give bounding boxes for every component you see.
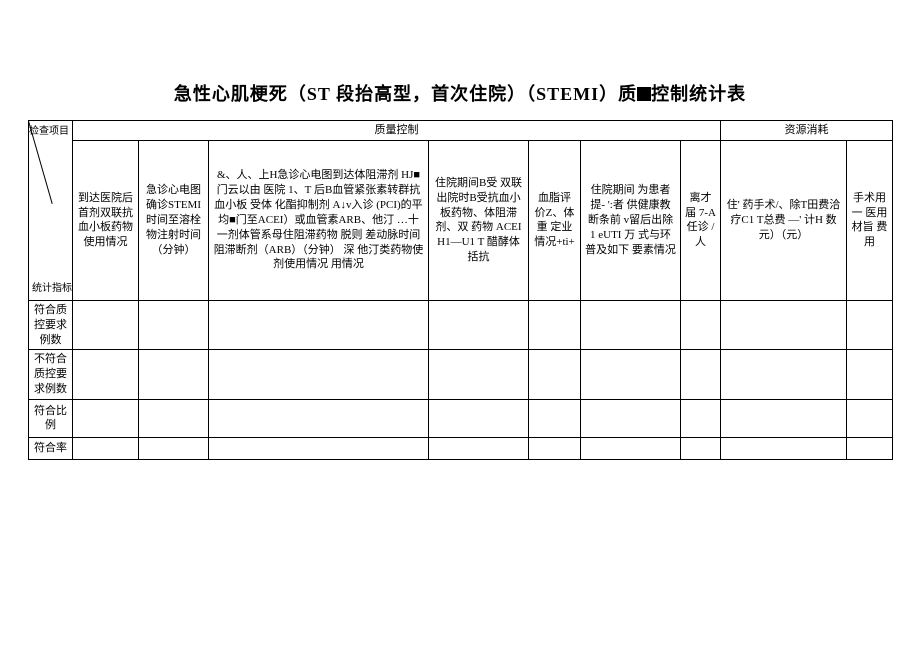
cell [721,399,847,437]
cell [529,300,581,350]
diagonal-header: 检查项目 统计指标 [29,121,73,301]
row-conform-rate: 符合率 [29,437,893,459]
cell [581,300,681,350]
col-header-1: 到达医院后首剂双联抗血小板药物使用情况 [73,140,139,300]
col-header-7: 离才届 7-A 任诊 /人 [681,140,721,300]
cell [139,350,209,400]
page-root: 急性心肌梗死（ST 段抬高型，首次住院）（STEMI）质控制统计表 检查项目 统… [0,0,920,480]
cell [209,437,429,459]
cell [529,437,581,459]
cell [139,300,209,350]
col-header-4: 住院期间B受 双联出院时B受抗血小板药物、体阻滞剂、双 药物 ACEI H1—U… [429,140,529,300]
cell [847,437,893,459]
row-label-2: 不符合质控要求例数 [29,350,73,400]
row-conform-ratio: 符合比例 [29,399,893,437]
cell [681,300,721,350]
cell [209,399,429,437]
cell [73,350,139,400]
cell [209,350,429,400]
cell [681,399,721,437]
cell [73,437,139,459]
cell [73,399,139,437]
col-header-6: 住院期间 为患者提- ':者 供健康教断条前 v留后出除 1 eUTI 万 式与… [581,140,681,300]
cell [847,350,893,400]
row-label-1: 符合质控要求例数 [29,300,73,350]
group-quality-control: 质量控制 [73,121,721,141]
document-title: 急性心肌梗死（ST 段抬高型，首次住院）（STEMI）质控制统计表 [28,80,892,106]
cell [429,350,529,400]
cell [847,300,893,350]
cell [681,437,721,459]
cell [681,350,721,400]
col-header-9: 手术用一 医用材旨 费用 [847,140,893,300]
col-header-8: 住' 药手术/、除T田费洽疗C1 T总费 —' 计H 数 元）（元） [721,140,847,300]
cell [73,300,139,350]
cell [139,399,209,437]
cell [581,350,681,400]
row-nonconform-count: 不符合质控要求例数 [29,350,893,400]
cell [581,437,681,459]
row-label-3: 符合比例 [29,399,73,437]
column-header-row: 到达医院后首剂双联抗血小板药物使用情况 急诊心电图确诊STEMI时间至溶栓物注射… [29,140,893,300]
cell [721,437,847,459]
cell [721,350,847,400]
stats-table: 检查项目 统计指标 质量控制 资源消耗 到达医院后首剂双联抗血小板药物使用情况 … [28,120,893,460]
col-header-2: 急诊心电图确诊STEMI时间至溶栓物注射时间（分钟） [139,140,209,300]
diag-top: 检查项目 [29,125,69,139]
group-resource: 资源消耗 [721,121,893,141]
row-label-4: 符合率 [29,437,73,459]
diag-bottom: 统计指标 [32,282,72,296]
cell [721,300,847,350]
title-black-square [637,87,651,101]
cell [847,399,893,437]
title-part-a: 急性心肌梗死（ST 段抬高型，首次住院）（STEMI）质 [174,84,637,104]
title-part-b: 控制统计表 [651,84,746,104]
col-header-5: 血脂评价Z、体重 定业 情况+ti+ [529,140,581,300]
cell [529,350,581,400]
cell [581,399,681,437]
cell [529,399,581,437]
group-header-row: 检查项目 统计指标 质量控制 资源消耗 [29,121,893,141]
cell [429,300,529,350]
cell [429,399,529,437]
col-header-3: &、人、上H急诊心电图到达体阻滞剂 HJ■门云以由 医院 1、T 后B血管紧张素… [209,140,429,300]
cell [429,437,529,459]
row-conform-count: 符合质控要求例数 [29,300,893,350]
cell [139,437,209,459]
cell [209,300,429,350]
